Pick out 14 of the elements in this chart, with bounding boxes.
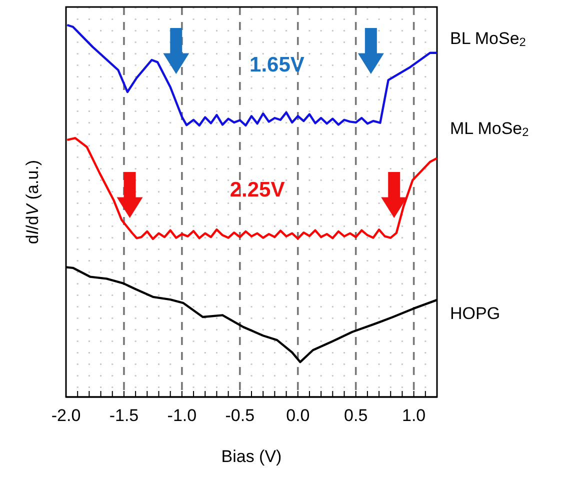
annotation: 2.25V — [230, 178, 285, 202]
y-axis-title: dI/dV (a.u.) — [23, 160, 42, 244]
x-axis-title: Bias (V) — [221, 447, 282, 466]
x-tick-label: 1.0 — [402, 406, 426, 426]
annotation: 1.65V — [250, 54, 304, 77]
x-tick-label: -0.5 — [225, 406, 255, 426]
series-label: BL MoSe$_{2}$ — [450, 29, 526, 50]
x-tick-label: -2.0 — [51, 406, 81, 426]
series-label: HOPG — [450, 304, 500, 324]
x-tick-label: 0.5 — [344, 406, 368, 426]
x-tick-label: 0.0 — [286, 406, 310, 426]
x-tick-label: -1.5 — [109, 406, 139, 426]
x-tick-label: -1.0 — [167, 406, 197, 426]
series-label: ML MoSe$_{2}$ — [450, 119, 530, 140]
